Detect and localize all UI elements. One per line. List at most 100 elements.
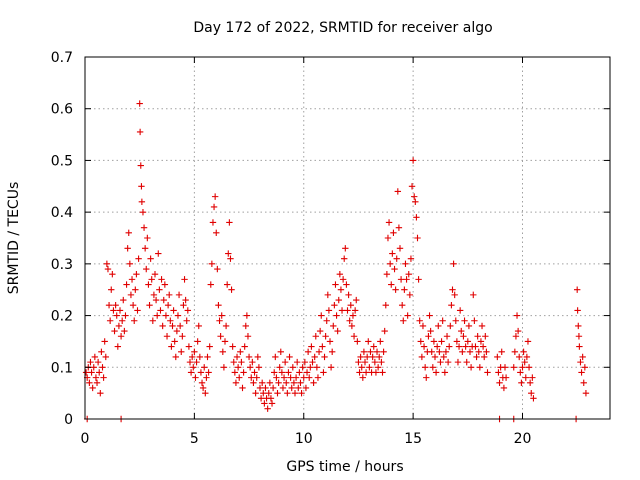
x-tick-label-0: 0 [81, 431, 90, 447]
data-point-249 [353, 296, 360, 304]
data-point-151 [245, 353, 253, 361]
data-point-329 [440, 353, 447, 361]
data-point-313 [423, 374, 430, 381]
data-point-15 [99, 364, 106, 371]
data-point-302 [411, 193, 418, 200]
data-point-359 [473, 353, 480, 361]
data-point-281 [388, 281, 395, 288]
data-point-262 [367, 348, 374, 355]
data-point-135 [228, 286, 235, 293]
data-point-103 [193, 358, 200, 366]
data-point-383 [514, 327, 522, 335]
data-point-111 [202, 389, 209, 397]
data-point-154 [249, 358, 256, 366]
data-point-11 [94, 358, 102, 366]
data-point-184 [281, 358, 289, 366]
data-point-44 [131, 317, 138, 324]
data-point-46 [133, 271, 140, 278]
data-point-106 [196, 353, 204, 361]
data-point-155 [250, 379, 257, 386]
data-point-173 [269, 384, 277, 392]
data-point-31 [116, 307, 124, 314]
data-point-123 [215, 302, 222, 309]
data-point-283 [390, 229, 397, 237]
data-point-134 [227, 255, 234, 262]
data-point-69 [156, 286, 163, 293]
data-point-100 [190, 364, 197, 371]
data-point-162 [257, 395, 265, 402]
data-point-199 [298, 389, 305, 397]
data-point-224 [325, 307, 333, 314]
data-point-271 [377, 338, 384, 345]
data-point-217 [318, 312, 325, 319]
data-point-276 [382, 302, 389, 309]
data-point-57 [143, 265, 150, 273]
data-point-180 [277, 348, 284, 355]
data-point-339 [451, 291, 458, 299]
data-point-138 [231, 369, 239, 376]
y-tick-label-7: 0.7 [51, 50, 73, 66]
data-point-369 [484, 369, 491, 376]
data-point-366 [481, 353, 488, 361]
data-point-250 [354, 338, 361, 345]
data-point-215 [315, 348, 323, 355]
data-point-75 [162, 312, 170, 319]
data-point-194 [292, 374, 300, 381]
data-point-42 [128, 276, 136, 283]
data-point-382 [513, 312, 521, 319]
data-point-306 [415, 276, 422, 283]
data-point-203 [302, 384, 310, 392]
data-point-378 [502, 374, 510, 381]
data-point-402 [576, 343, 583, 350]
data-point-251 [355, 358, 362, 366]
data-point-201 [300, 374, 307, 381]
x-tick-label-1: 5 [190, 431, 199, 447]
data-point-71 [158, 276, 165, 283]
data-point-231 [333, 312, 340, 319]
data-point-177 [274, 389, 281, 397]
data-point-208 [308, 343, 315, 350]
data-point-282 [389, 250, 396, 257]
data-point-247 [350, 333, 358, 340]
data-point-290 [397, 276, 405, 283]
data-point-39 [125, 229, 132, 237]
data-point-405 [579, 353, 586, 361]
x-tick-label-2: 10 [295, 431, 313, 447]
data-point-183 [280, 374, 288, 381]
data-point-315 [425, 333, 432, 340]
data-point-170 [266, 379, 274, 386]
data-point-404 [578, 369, 585, 376]
data-point-115 [206, 343, 213, 350]
data-point-91 [180, 302, 187, 309]
data-point-48 [135, 255, 142, 262]
data-point-349 [462, 343, 469, 350]
data-point-390 [522, 374, 529, 381]
data-point-66 [152, 296, 160, 304]
data-point-274 [380, 348, 387, 355]
data-point-328 [439, 317, 446, 324]
data-point-332 [443, 333, 451, 340]
data-point-261 [366, 364, 373, 371]
data-point-337 [449, 286, 456, 293]
data-point-37 [123, 281, 130, 288]
data-point-192 [290, 379, 298, 386]
data-point-230 [332, 281, 339, 288]
data-point-246 [349, 312, 357, 319]
data-point-23 [108, 286, 115, 293]
data-point-92 [181, 276, 188, 283]
data-point-139 [232, 379, 240, 386]
data-point-323 [433, 343, 441, 350]
data-point-6 [89, 384, 96, 392]
data-point-258 [362, 369, 370, 376]
data-point-259 [363, 353, 371, 361]
data-point-301 [409, 157, 417, 164]
data-point-140 [233, 353, 241, 361]
data-point-279 [385, 219, 393, 226]
data-point-157 [252, 389, 259, 397]
x-tick-labels: 0 5 10 15 20 [81, 431, 532, 447]
data-point-242 [345, 291, 352, 299]
data-point-257 [361, 358, 369, 366]
data-point-232 [334, 327, 341, 335]
data-point-54 [139, 208, 147, 216]
